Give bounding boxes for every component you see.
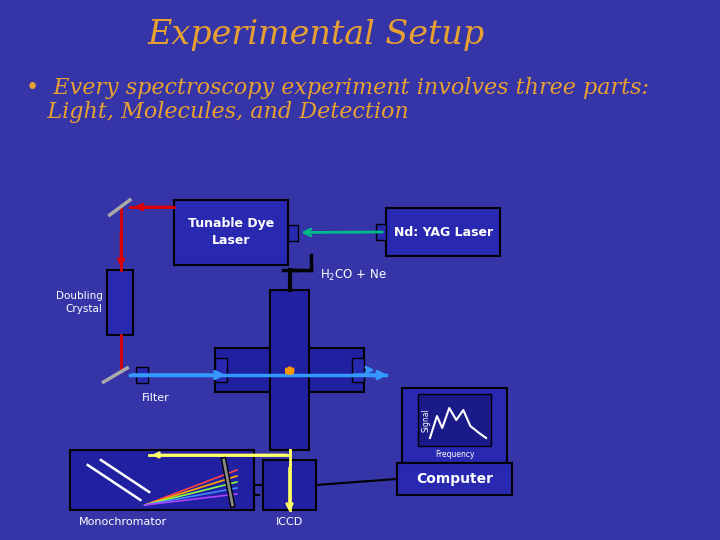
- Text: Nd: YAG Laser: Nd: YAG Laser: [394, 226, 492, 239]
- Bar: [288, 225, 298, 240]
- Bar: [402, 388, 507, 463]
- Bar: [352, 358, 364, 382]
- Bar: [215, 348, 364, 392]
- Text: Experimental Setup: Experimental Setup: [148, 19, 485, 51]
- Text: Doubling
Crystal: Doubling Crystal: [55, 291, 103, 314]
- Bar: [397, 463, 513, 495]
- Text: Filter: Filter: [142, 393, 170, 403]
- Bar: [215, 358, 228, 382]
- Bar: [70, 450, 254, 510]
- Text: Computer: Computer: [416, 472, 493, 486]
- Bar: [136, 367, 148, 383]
- Text: •  Every spectroscopy experiment involves three parts:: • Every spectroscopy experiment involves…: [27, 77, 649, 99]
- Bar: [376, 224, 386, 240]
- Bar: [418, 394, 491, 446]
- Text: Monochromator: Monochromator: [78, 517, 167, 527]
- Bar: [107, 270, 133, 335]
- Bar: [270, 290, 309, 450]
- Text: Frequency: Frequency: [435, 450, 474, 459]
- Text: Signal: Signal: [421, 408, 430, 432]
- Text: H$_2$CO + Ne: H$_2$CO + Ne: [320, 267, 387, 282]
- Text: Tunable Dye
Laser: Tunable Dye Laser: [188, 218, 274, 247]
- Text: Light, Molecules, and Detection: Light, Molecules, and Detection: [27, 101, 409, 123]
- Bar: [386, 208, 500, 256]
- Bar: [174, 200, 288, 265]
- Bar: [264, 460, 316, 510]
- Text: ICCD: ICCD: [276, 517, 303, 527]
